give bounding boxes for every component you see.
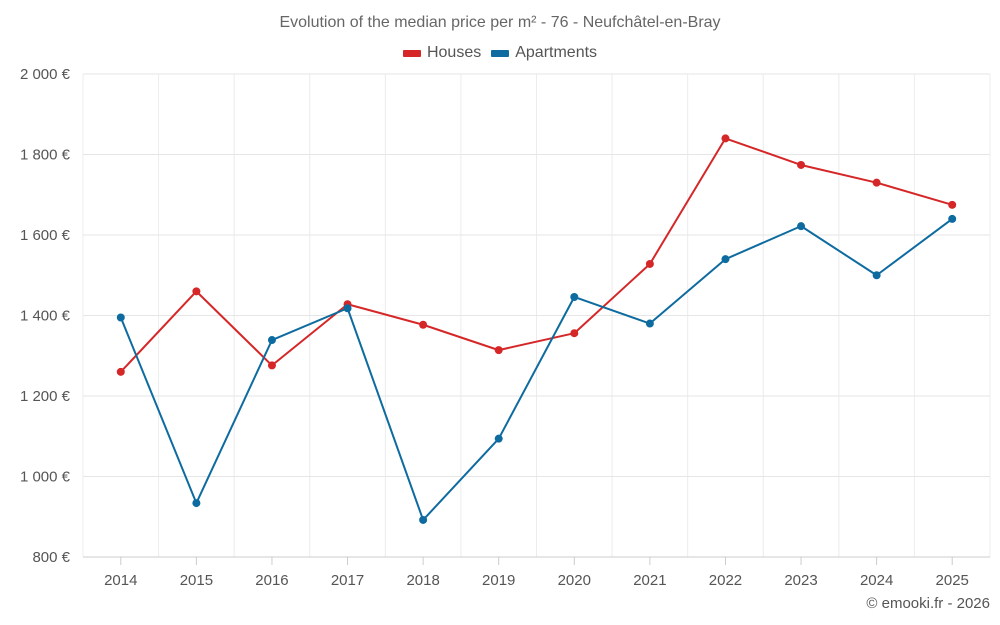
data-point-houses <box>419 320 428 329</box>
data-point-houses <box>948 200 957 209</box>
data-point-apartments <box>570 292 579 301</box>
data-point-houses <box>797 160 806 169</box>
legend-label-houses: Houses <box>426 44 482 61</box>
data-point-houses <box>494 346 503 355</box>
data-point-apartments <box>797 222 806 231</box>
data-point-apartments <box>872 271 881 280</box>
credit-text: © emooki.fr - 2026 <box>866 595 990 612</box>
x-tick-label: 2024 <box>860 572 893 589</box>
x-tick-label: 2014 <box>104 572 137 589</box>
x-tick-label: 2020 <box>558 572 591 589</box>
legend-item-houses[interactable]: Houses <box>402 44 482 62</box>
data-point-houses <box>721 134 730 143</box>
y-tick-label: 1 000 € <box>20 469 71 486</box>
data-point-apartments <box>645 319 654 328</box>
legend-swatch-houses <box>402 49 421 57</box>
data-point-apartments <box>494 434 503 443</box>
y-tick-label: 1 600 € <box>20 227 71 244</box>
data-point-apartments <box>343 304 352 313</box>
x-tick-label: 2025 <box>936 572 969 589</box>
data-point-houses <box>645 259 654 268</box>
legend-label-apartments: Apartments <box>515 44 598 61</box>
data-point-apartments <box>192 499 201 508</box>
data-point-apartments <box>116 313 125 322</box>
data-point-houses <box>570 329 579 338</box>
legend: Houses Apartments <box>0 44 1000 62</box>
y-tick-label: 2 000 € <box>20 66 71 83</box>
y-tick-label: 1 200 € <box>20 388 71 405</box>
data-point-apartments <box>419 515 428 524</box>
data-point-houses <box>192 287 201 296</box>
series-line-apartments <box>119 218 953 521</box>
x-tick-label: 2019 <box>482 572 515 589</box>
data-point-houses <box>267 361 276 370</box>
x-tick-label: 2018 <box>406 572 439 589</box>
data-point-houses <box>116 367 125 376</box>
x-tick-label: 2023 <box>784 572 817 589</box>
x-tick-label: 2016 <box>255 572 288 589</box>
data-point-apartments <box>267 336 276 345</box>
data-point-houses <box>872 178 881 187</box>
x-tick-label: 2017 <box>331 572 364 589</box>
x-tick-label: 2021 <box>633 572 666 589</box>
y-tick-label: 800 € <box>32 549 70 566</box>
legend-swatch-apartments <box>491 49 510 57</box>
y-tick-label: 1 800 € <box>20 147 71 164</box>
chart-title: Evolution of the median price per m² - 7… <box>279 14 721 31</box>
data-point-apartments <box>721 255 730 264</box>
legend-item-apartments[interactable]: Apartments <box>491 44 597 62</box>
x-tick-label: 2022 <box>709 572 742 589</box>
data-point-apartments <box>948 214 957 223</box>
series-line-houses <box>120 137 953 373</box>
y-tick-label: 1 400 € <box>20 308 71 325</box>
x-tick-label: 2015 <box>180 572 213 589</box>
